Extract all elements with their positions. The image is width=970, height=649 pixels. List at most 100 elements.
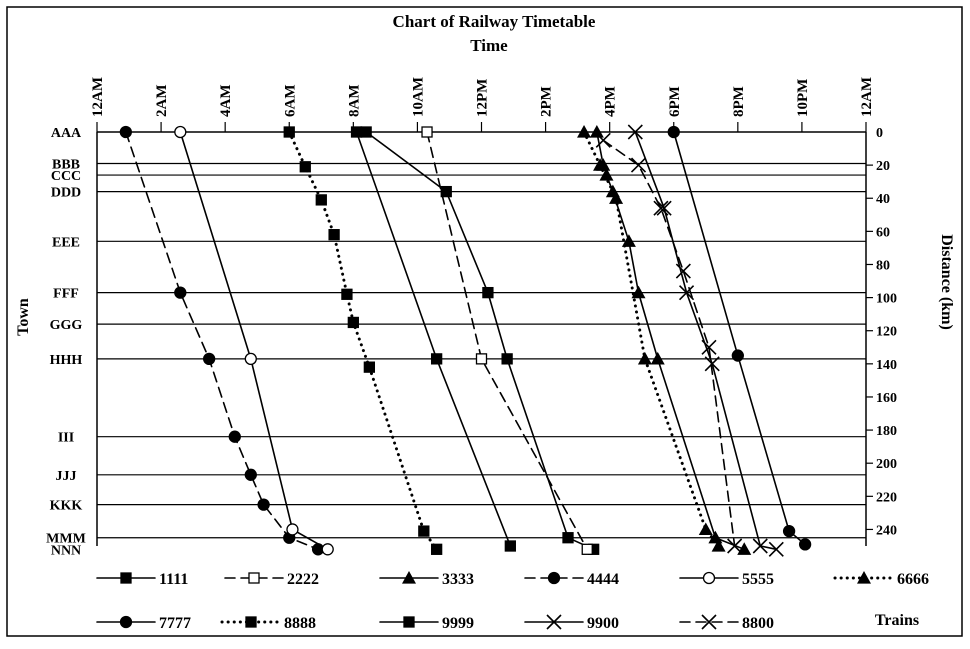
data-point-5555 [244, 352, 257, 366]
data-point-8800 [630, 157, 647, 173]
series-line-9999 [355, 131, 512, 547]
data-point-9900 [679, 285, 695, 301]
distance-tick-label: 100 [876, 292, 897, 307]
series-8800 [595, 132, 743, 554]
legend-item-8800: 8800 [679, 614, 774, 632]
legend-label-2222: 2222 [287, 571, 319, 588]
legend-item-2222: 2222 [224, 571, 319, 588]
town-label: MMM [46, 532, 86, 547]
x-tick-label: 2AM [154, 85, 170, 118]
data-point-6666 [698, 522, 713, 536]
series-4444 [119, 125, 325, 556]
data-point-9900 [752, 538, 768, 554]
x-axis-title: Time [470, 36, 508, 55]
data-point-3333 [737, 542, 752, 555]
town-label: KKK [50, 499, 83, 514]
train-series [119, 124, 812, 557]
data-point-1111 [501, 353, 513, 365]
data-point-7777 [798, 538, 812, 551]
legend-label-6666: 6666 [897, 571, 929, 588]
data-point-9999 [350, 126, 363, 138]
series-line-3333 [596, 131, 746, 551]
data-point-8800 [595, 132, 611, 148]
legend-title: Trains [875, 612, 919, 629]
x-axis-ticks: 12AM 2AM 4AM 6AM 8AM 10AM 12PM 2PM 4PM 6PM 8PM 10PM… [90, 77, 875, 132]
legend-item-4444: 4444 [524, 571, 619, 588]
data-point-5555 [286, 523, 299, 536]
data-point-3333 [650, 351, 665, 365]
distance-tick-label: 80 [876, 258, 890, 273]
data-point-2222 [421, 126, 433, 138]
town-gridlines [97, 162, 866, 539]
data-point-8888 [283, 126, 295, 138]
legend-marker-8800 [701, 614, 717, 630]
legend-item-3333: 3333 [379, 571, 474, 588]
series-3333 [589, 125, 752, 555]
data-point-4444 [119, 125, 132, 139]
legend-label-3333: 3333 [442, 571, 474, 588]
x-tick-label: 8AM [346, 85, 362, 118]
data-point-8800 [727, 538, 743, 554]
legend-label-1111: 1111 [159, 571, 188, 588]
legend-marker-7777 [119, 615, 133, 629]
x-tick-label: 4PM [603, 86, 619, 117]
town-label: AAA [51, 126, 82, 141]
distance-tick-label: 20 [876, 159, 890, 174]
data-point-8888 [363, 361, 376, 373]
x-tick-label: 10AM [410, 77, 426, 117]
data-point-3333 [621, 234, 636, 247]
legend: 1111 2222 3333 4444 5555 6666 7777 8888 9999 9900… [96, 571, 929, 632]
town-label: NNN [51, 543, 81, 558]
legend-item-7777: 7777 [96, 615, 191, 632]
town-label: III [58, 431, 74, 446]
legend-item-9900: 9900 [524, 614, 619, 632]
series-line-5555 [179, 131, 329, 551]
data-point-6666 [609, 191, 624, 204]
data-point-9900 [656, 200, 672, 216]
data-point-9900 [704, 356, 720, 372]
legend-marker-5555 [702, 571, 716, 585]
data-point-1111 [360, 126, 372, 138]
data-point-2222 [581, 543, 593, 555]
legend-item-6666: 6666 [833, 571, 929, 588]
x-tick-label: 6AM [282, 85, 298, 118]
data-point-6666 [711, 539, 726, 552]
data-point-7777 [667, 125, 680, 139]
legend-label-5555: 5555 [742, 571, 774, 588]
x-tick-label: 2PM [539, 86, 555, 117]
town-label: FFF [53, 287, 79, 302]
data-point-4444 [244, 468, 257, 481]
series-line-8888 [287, 130, 439, 551]
series-1111 [360, 126, 600, 555]
legend-marker-8888 [245, 616, 257, 628]
legend-marker-9999 [403, 616, 415, 628]
x-tick-label: 6PM [667, 86, 683, 117]
legend-label-8888: 8888 [284, 615, 316, 632]
chart-title: Chart of Railway Timetable [393, 12, 596, 31]
data-point-8888 [315, 194, 327, 206]
distance-tick-label: 200 [876, 457, 897, 472]
data-point-6666 [577, 125, 592, 138]
legend-marker-9900 [546, 614, 562, 630]
data-point-8888 [418, 525, 430, 537]
legend-item-8888: 8888 [220, 615, 316, 632]
series-9900 [627, 124, 784, 557]
data-point-4444 [202, 352, 216, 366]
data-point-9999 [430, 353, 443, 365]
distance-tick-label: 180 [876, 424, 897, 439]
x-tick-label: 10PM [795, 79, 811, 117]
town-label: HHH [50, 353, 83, 368]
series-6666 [577, 125, 726, 552]
legend-label-7777: 7777 [159, 615, 191, 632]
series-9999 [350, 126, 516, 552]
town-label: EEE [52, 235, 80, 250]
series-line-9900 [634, 131, 778, 551]
data-point-8888 [430, 543, 443, 555]
legend-label-4444: 4444 [587, 571, 619, 588]
data-point-1111 [440, 185, 452, 198]
data-point-6666 [593, 158, 608, 171]
y-axis-title: Town [15, 298, 32, 336]
series-line-1111 [365, 131, 595, 551]
town-label: DDD [51, 186, 81, 201]
